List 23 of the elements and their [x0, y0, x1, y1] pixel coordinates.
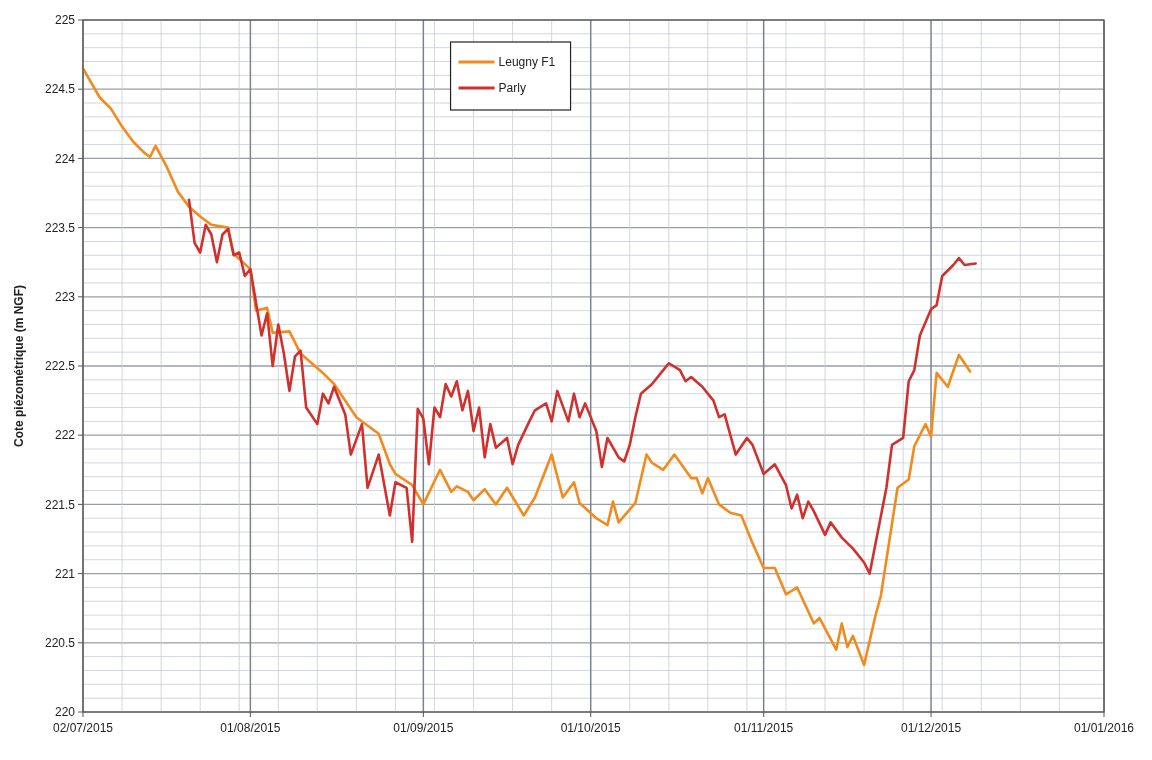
x-tick-label: 01/08/2015 — [220, 721, 281, 735]
y-tick-label: 220 — [54, 705, 76, 720]
x-tick-label: 01/09/2015 — [393, 721, 454, 735]
y-tick-label: 225 — [54, 13, 76, 28]
y-axis-title: Cote piézométrique (m NGF) — [12, 284, 26, 448]
y-tick-label: 222 — [54, 428, 76, 443]
y-tick-label: 224 — [54, 151, 76, 166]
x-tick-label: 02/07/2015 — [52, 721, 114, 735]
y-tick-label: 221 — [54, 566, 76, 581]
legend-label: Leugny F1 — [498, 55, 556, 70]
y-tick-label: 220.5 — [44, 636, 76, 650]
legend-label: Parly — [498, 81, 526, 96]
y-tick-label: 223 — [54, 290, 76, 304]
y-tick-label: 223.5 — [44, 220, 76, 235]
y-tick-label: 221.5 — [44, 497, 76, 512]
x-tick-label: 01/01/2016 — [1073, 721, 1135, 735]
y-tick-label: 224.5 — [44, 82, 76, 97]
y-tick-label: 222.5 — [44, 359, 76, 374]
x-tick-label: 01/10/2015 — [560, 721, 622, 735]
x-tick-label: 01/11/2015 — [734, 721, 794, 735]
line-series — [187, 198, 977, 575]
line-series — [81, 67, 972, 667]
x-tick-label: 01/12/2015 — [901, 721, 962, 735]
